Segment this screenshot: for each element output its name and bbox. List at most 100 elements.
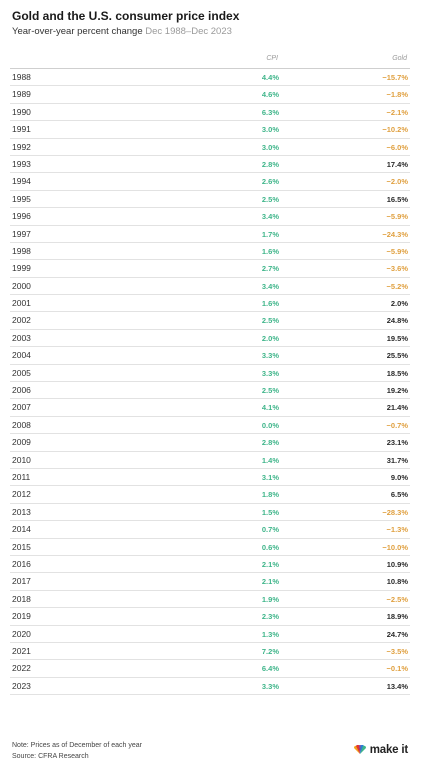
table-row: 1998 1.6% −5.9% [10,243,410,261]
data-table: CPI Gold 1988 4.4% −15.7% 1989 4.6% −1.8% 1990… [10,52,410,696]
row-cpi-value: 3.0% [261,142,279,152]
table-row: 1997 1.7% −24.3% [10,226,410,243]
row-year: 2019 [12,611,31,622]
table-row: 1990 6.3% −2.1% [10,104,410,122]
row-year: 2022 [12,663,31,674]
row-gold-value: −5.9% [386,212,408,222]
row-cpi-value: 1.6% [261,299,279,309]
table-row: 2022 6.4% −0.1% [10,660,410,678]
row-year: 2020 [12,628,31,639]
row-gold-value: −0.7% [386,420,408,430]
row-gold-value: −3.5% [386,646,408,656]
row-year: 1988 [12,72,31,82]
row-year: 2008 [12,419,31,430]
row-cpi-value: 2.7% [261,264,279,274]
row-year: 2010 [12,454,31,465]
row-year: 1995 [12,193,31,204]
row-cpi-value: 4.6% [261,90,279,100]
table-row: 1991 3.0% −10.2% [10,121,410,139]
row-year: 1999 [12,263,31,274]
row-year: 1996 [12,211,31,222]
row-gold-value: −2.5% [386,594,408,604]
row-cpi-value: 2.3% [261,612,279,622]
row-gold-value: 18.9% [386,612,408,622]
table-row: 2006 2.5% 19.2% [10,382,410,400]
row-gold-value: −10.2% [382,125,408,135]
table-row: 1988 4.4% −15.7% [10,69,410,87]
row-year: 2011 [12,471,31,482]
row-gold-value: 21.4% [386,403,408,413]
row-gold-value: −15.7% [382,73,408,82]
row-cpi-value: 3.3% [261,351,279,361]
row-cpi-value: 6.3% [261,107,279,117]
row-gold-value: −6.0% [386,142,408,152]
row-cpi-value: 2.8% [261,438,279,448]
row-cpi-value: 3.1% [261,472,279,482]
row-year: 2006 [12,385,31,396]
row-gold-value: −0.1% [386,664,408,674]
row-gold-value: 19.5% [386,333,408,343]
row-gold-value: −1.3% [386,525,408,535]
row-cpi-value: 1.4% [261,455,279,465]
row-year: 1989 [12,89,31,100]
row-gold-value: 6.5% [390,490,408,500]
row-gold-value: −24.3% [382,229,408,239]
column-header-gold: Gold [392,55,407,62]
row-gold-value: 24.8% [386,316,408,326]
row-cpi-value: 1.3% [261,629,279,639]
row-gold-value: −5.9% [386,246,408,256]
table-row: 2011 3.1% 9.0% [10,469,410,487]
row-cpi-value: 4.1% [261,403,279,413]
row-cpi-value: 0.7% [261,525,279,535]
row-year: 2012 [12,489,31,500]
row-cpi-value: 4.4% [261,73,279,82]
row-gold-value: 13.4% [386,681,408,691]
chart-title: Gold and the U.S. consumer price index [12,9,240,23]
row-cpi-value: 6.4% [261,664,279,674]
row-gold-value: 31.7% [386,455,408,465]
row-cpi-value: 7.2% [261,646,279,656]
chart-subtitle: Year-over-year percent change Dec 1988–D… [12,26,232,37]
table-header: CPI Gold [10,52,410,69]
row-year: 2002 [12,315,31,326]
row-gold-value: 17.4% [386,159,408,169]
row-cpi-value: 2.8% [261,159,279,169]
row-year: 2018 [12,593,31,604]
row-year: 1992 [12,141,31,152]
row-gold-value: −3.6% [386,264,408,274]
row-year: 1998 [12,245,31,256]
table-row: 2009 2.8% 23.1% [10,434,410,452]
table-row: 2014 0.7% −1.3% [10,521,410,539]
row-cpi-value: 2.6% [261,177,279,187]
row-year: 1997 [12,228,31,239]
row-gold-value: 18.5% [386,368,408,378]
row-cpi-value: 1.7% [261,229,279,239]
row-gold-value: 10.8% [386,577,408,587]
row-gold-value: 10.9% [386,559,408,569]
row-cpi-value: 1.9% [261,594,279,604]
row-gold-value: 19.2% [386,386,408,396]
row-year: 2005 [12,367,31,378]
footer-source: Source: CFRA Research [12,753,89,760]
row-gold-value: −1.8% [386,90,408,100]
row-year: 2021 [12,645,31,656]
row-cpi-value: 2.1% [261,577,279,587]
row-gold-value: −5.2% [386,281,408,291]
table-row: 2003 2.0% 19.5% [10,330,410,348]
table-row: 1999 2.7% −3.6% [10,260,410,278]
table-row: 2007 4.1% 21.4% [10,399,410,417]
row-cpi-value: 1.5% [261,507,279,517]
table-row: 1989 4.6% −1.8% [10,86,410,104]
row-cpi-value: 2.0% [261,333,279,343]
table-row: 2008 0.0% −0.7% [10,417,410,435]
table-row: 2023 3.3% 13.4% [10,678,410,696]
table-row: 2005 3.3% 18.5% [10,365,410,383]
row-gold-value: −2.1% [386,107,408,117]
row-cpi-value: 2.1% [261,559,279,569]
row-cpi-value: 1.6% [261,246,279,256]
subtitle-date-range: Dec 1988–Dec 2023 [145,26,232,37]
peacock-logo-icon [353,745,366,754]
row-year: 1991 [12,124,31,135]
table-row: 1995 2.5% 16.5% [10,191,410,209]
footer-notes: Note: Prices as of December of each year… [12,740,142,762]
